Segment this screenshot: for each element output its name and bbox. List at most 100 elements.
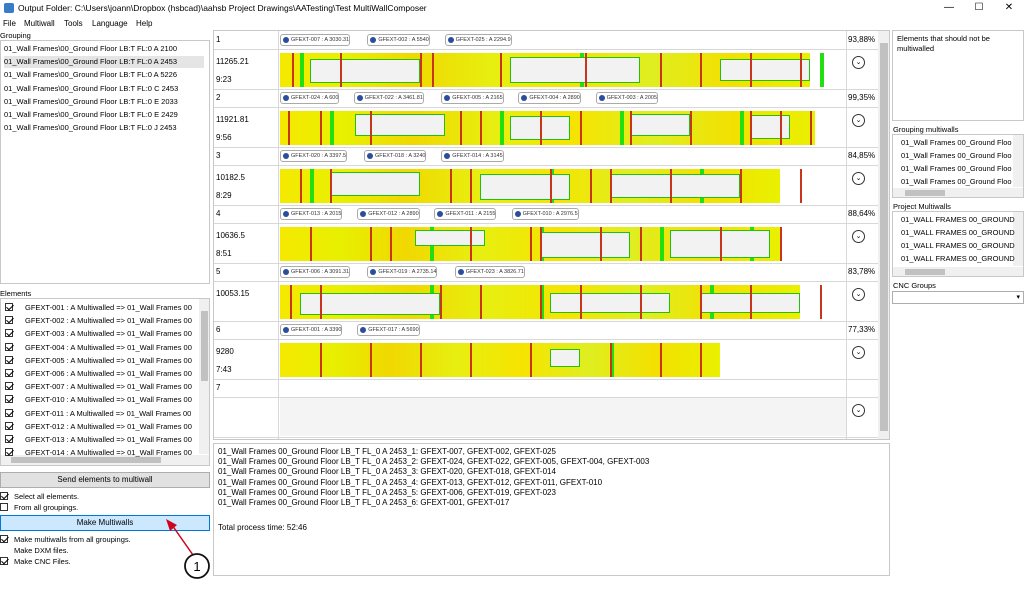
expand-chevron-icon[interactable]: ⌄ xyxy=(852,404,865,417)
element-checkbox[interactable] xyxy=(5,448,13,457)
grouping-multiwall-item[interactable]: 01_Wall Frames 00_Ground Floo xyxy=(901,177,1012,186)
element-tag[interactable]: GFEXT-017 : A 5690 xyxy=(357,324,420,336)
element-tag[interactable]: GFEXT-012 : A 2890 xyxy=(357,208,420,220)
element-tag[interactable]: GFEXT-010 : A 2976.5 xyxy=(511,208,579,220)
grid-scrollbar[interactable] xyxy=(878,31,889,439)
make-dxm-checkbox[interactable]: Make DXM files. xyxy=(0,544,69,557)
element-tag[interactable]: GFEXT-005 : A 2165 xyxy=(441,92,504,104)
element-tag[interactable]: GFEXT-023 : A 3826.71 xyxy=(454,266,525,278)
element-tag[interactable]: GFEXT-025 : A 2294.9 xyxy=(444,34,512,46)
element-checkbox[interactable] xyxy=(5,435,13,444)
element-item[interactable]: GFEXT-014 : A Multiwalled => 01_Wall Fra… xyxy=(5,446,192,459)
project-multiwall-item[interactable]: 01_WALL FRAMES 00_GROUND xyxy=(901,254,1015,263)
element-tag[interactable]: GFEXT-020 : A 3397.5 xyxy=(280,150,348,162)
element-item[interactable]: GFEXT-004 : A Multiwalled => 01_Wall Fra… xyxy=(5,341,192,354)
grouping-item[interactable]: 01_Wall Frames\00_Ground Floor LB:T FL:0… xyxy=(4,83,179,93)
element-tag[interactable]: GFEXT-013 : A 2015 xyxy=(280,208,343,220)
element-tag[interactable]: GFEXT-001 : A 3390 xyxy=(280,324,343,336)
grouping-item[interactable]: 01_Wall Frames\00_Ground Floor LB:T FL:0… xyxy=(4,96,178,106)
checkbox-box[interactable] xyxy=(0,503,8,512)
element-item[interactable]: GFEXT-006 : A Multiwalled => 01_Wall Fra… xyxy=(5,367,192,380)
checkbox-box[interactable] xyxy=(0,492,8,501)
element-item[interactable]: GFEXT-013 : A Multiwalled => 01_Wall Fra… xyxy=(5,433,192,446)
menu-tools[interactable]: Tools xyxy=(64,19,83,28)
grouping-multiwalls-hscrollbar[interactable] xyxy=(893,188,1023,197)
element-tag[interactable]: GFEXT-022 : A 3461.81 xyxy=(353,92,424,104)
menu-language[interactable]: Language xyxy=(92,19,128,28)
element-tag[interactable]: GFEXT-011 : A 2155 xyxy=(434,208,497,220)
not-multiwalled-list[interactable]: Elements that should not be multiwalled xyxy=(892,30,1024,121)
element-checkbox[interactable] xyxy=(5,329,13,338)
element-tag[interactable]: GFEXT-003 : A 2005 xyxy=(595,92,659,104)
expand-chevron-icon[interactable]: ⌄ xyxy=(852,288,865,301)
element-tag[interactable]: GFEXT-014 : A 3145 xyxy=(441,150,504,162)
element-checkbox[interactable] xyxy=(5,408,13,417)
element-item[interactable]: GFEXT-003 : A Multiwalled => 01_Wall Fra… xyxy=(5,327,192,340)
element-item[interactable]: GFEXT-010 : A Multiwalled => 01_Wall Fra… xyxy=(5,393,192,406)
element-checkbox[interactable] xyxy=(5,303,13,312)
select-all-checkbox[interactable]: Select all elements. xyxy=(0,490,79,503)
menu-help[interactable]: Help xyxy=(136,19,153,28)
grouping-multiwall-item[interactable]: 01_Wall Frames 00_Ground Floo xyxy=(901,164,1012,173)
grouping-item[interactable]: 01_Wall Frames\00_Ground Floor LB:T FL:0… xyxy=(4,123,177,133)
elements-hscrollbar[interactable] xyxy=(1,455,209,465)
element-item[interactable]: GFEXT-002 : A Multiwalled => 01_Wall Fra… xyxy=(5,314,192,327)
element-checkbox[interactable] xyxy=(5,395,13,404)
element-tag[interactable]: GFEXT-006 : A 3091.31 xyxy=(280,266,351,278)
cnc-groups-dropdown[interactable]: ▾ xyxy=(892,291,1024,304)
project-multiwalls-list[interactable]: 01_WALL FRAMES 00_GROUND 01_WALL FRAMES 0… xyxy=(892,211,1024,277)
element-checkbox[interactable] xyxy=(5,382,13,391)
menu-file[interactable]: File xyxy=(3,19,16,28)
grouping-multiwall-item[interactable]: 01_Wall Frames 00_Ground Floo xyxy=(901,151,1012,160)
element-item[interactable]: GFEXT-011 : A Multiwalled => 01_Wall Fra… xyxy=(5,407,191,420)
grouping-item[interactable]: 01_Wall Frames\00_Ground Floor LB:T FL:0… xyxy=(4,70,178,80)
grouping-list[interactable]: 01_Wall Frames\00_Ground Floor LB:T FL:0… xyxy=(0,40,210,284)
expand-chevron-icon[interactable]: ⌄ xyxy=(852,230,865,243)
expand-chevron-icon[interactable]: ⌄ xyxy=(852,114,865,127)
grouping-multiwall-item[interactable]: 01_Wall Frames 00_Ground Floo xyxy=(901,138,1012,147)
element-item[interactable]: GFEXT-007 : A Multiwalled => 01_Wall Fra… xyxy=(5,380,192,393)
element-item[interactable]: GFEXT-005 : A Multiwalled => 01_Wall Fra… xyxy=(5,354,192,367)
make-multiwalls-button[interactable]: Make Multiwalls xyxy=(0,515,210,531)
project-multiwall-item[interactable]: 01_WALL FRAMES 00_GROUND xyxy=(901,241,1015,250)
expand-chevron-icon[interactable]: ⌄ xyxy=(852,172,865,185)
maximize-button[interactable]: ☐ xyxy=(974,2,984,13)
grouping-item[interactable]: 01_Wall Frames\00_Ground Floor LB:T FL:0… xyxy=(4,44,178,53)
element-checkbox[interactable] xyxy=(5,342,13,351)
wall-frame-strip[interactable] xyxy=(280,169,802,203)
empty-wall-slot[interactable] xyxy=(280,398,846,436)
project-multiwall-item[interactable]: 01_WALL FRAMES 00_GROUND xyxy=(901,215,1015,224)
element-checkbox[interactable] xyxy=(5,355,13,364)
elements-scrollbar[interactable] xyxy=(199,299,209,454)
minimize-button[interactable]: — xyxy=(944,2,954,13)
project-multiwall-item[interactable]: 01_WALL FRAMES 00_GROUND xyxy=(901,228,1015,237)
element-checkbox[interactable] xyxy=(5,316,13,325)
expand-chevron-icon[interactable]: ⌄ xyxy=(852,56,865,69)
element-tag[interactable]: GFEXT-004 : A 2890 xyxy=(518,92,581,104)
project-multiwalls-hscrollbar[interactable] xyxy=(893,267,1023,276)
checkbox-box[interactable] xyxy=(0,557,8,566)
make-from-all-checkbox[interactable]: Make multiwalls from all groupings. xyxy=(0,533,131,546)
element-item[interactable]: GFEXT-001 : A Multiwalled => 01_Wall Fra… xyxy=(5,301,192,314)
send-elements-button[interactable]: Send elements to multiwall xyxy=(0,472,210,488)
project-multiwalls-scrollbar[interactable] xyxy=(1013,212,1023,266)
checkbox-box[interactable] xyxy=(0,535,8,544)
grouping-item[interactable]: 01_Wall Frames\00_Ground Floor LB:T FL:0… xyxy=(4,56,204,69)
element-tag[interactable]: GFEXT-007 : A 3030.31 xyxy=(280,34,351,46)
element-tag[interactable]: GFEXT-024 : A 600 xyxy=(280,92,340,104)
grouping-multiwalls-list[interactable]: 01_Wall Frames 00_Ground Floo 01_Wall Fra… xyxy=(892,134,1024,198)
wall-frame-strip[interactable] xyxy=(280,53,824,87)
grid-scroll-thumb[interactable] xyxy=(880,43,888,431)
elements-hscroll-thumb[interactable] xyxy=(11,457,161,463)
element-checkbox[interactable] xyxy=(5,421,13,430)
wall-frame-strip[interactable] xyxy=(280,285,822,319)
grouping-item[interactable]: 01_Wall Frames\00_Ground Floor LB:T FL:0… xyxy=(4,110,178,119)
element-item[interactable]: GFEXT-012 : A Multiwalled => 01_Wall Fra… xyxy=(5,420,192,433)
wall-frame-strip[interactable] xyxy=(280,227,782,261)
menu-multiwall[interactable]: Multiwall xyxy=(24,19,55,28)
elements-list[interactable]: GFEXT-001 : A Multiwalled => 01_Wall Fra… xyxy=(0,298,210,466)
element-tag[interactable]: GFEXT-002 : A 5540 xyxy=(367,34,430,46)
expand-chevron-icon[interactable]: ⌄ xyxy=(852,346,865,359)
wall-frame-strip[interactable] xyxy=(280,343,720,377)
element-tag[interactable]: GFEXT-019 : A 2735.14 xyxy=(367,266,438,278)
